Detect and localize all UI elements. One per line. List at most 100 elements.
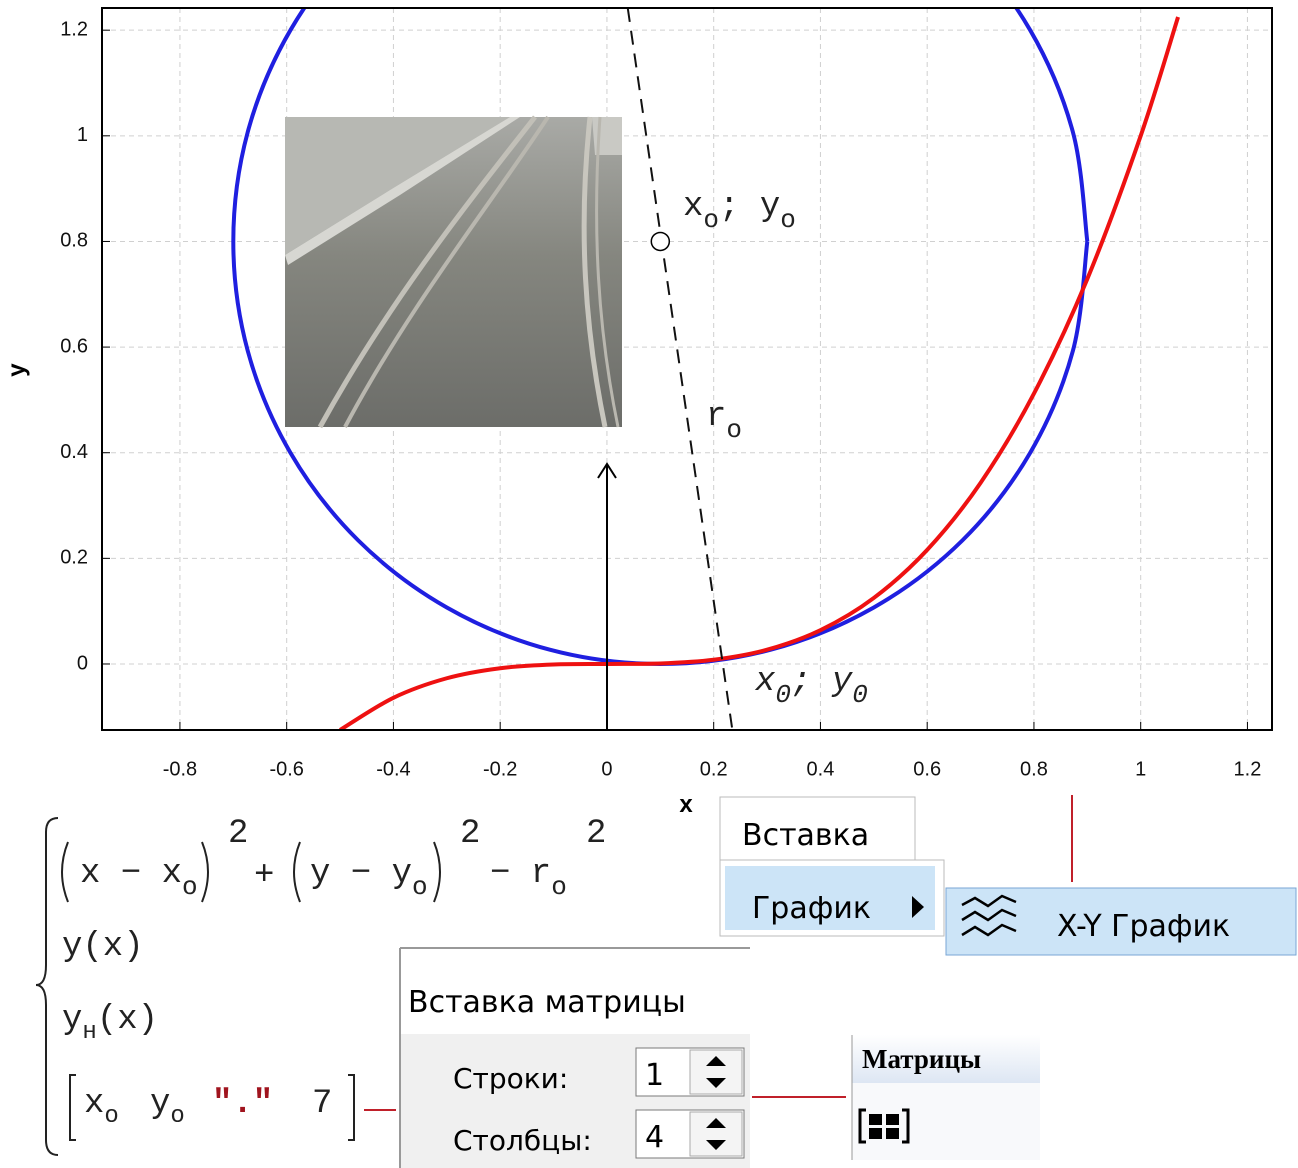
y-tick-label: 0.6: [60, 335, 88, 357]
x-axis-label: x: [679, 791, 693, 818]
photo-sidewalk: [285, 117, 510, 255]
eq-term: y: [62, 1001, 82, 1039]
annotation-subscript: o: [703, 205, 719, 235]
menu-graph-label: График: [752, 891, 871, 926]
eq-subscript: o: [104, 1103, 118, 1130]
curve: [339, 16, 1180, 730]
annotation-text: r: [706, 398, 726, 436]
curve: [231, 8, 1090, 666]
y-tick-label: 0.4: [60, 441, 88, 463]
x-tick-label: -0.4: [376, 758, 410, 780]
equation-4: xo yo "." 7: [84, 1085, 332, 1133]
x-tick-label: 0.8: [1020, 758, 1048, 780]
matrix-icon-cell: [869, 1114, 882, 1125]
annotation-text: ; y: [719, 188, 780, 226]
eq-term: x − x: [80, 855, 182, 893]
eq-subscript: o: [170, 1103, 184, 1130]
paren: [293, 841, 301, 903]
equations: x − xo 2 + y − yo 2 − ro 2 y(x) yн(x) xo…: [35, 815, 606, 1156]
submenu-arrow: [912, 896, 924, 918]
cols-value: 4: [645, 1120, 664, 1155]
eq-subscript: н: [82, 1019, 96, 1046]
annotation-text: x: [754, 663, 776, 701]
cols-label: Столбцы:: [453, 1124, 592, 1157]
y-tick-label: 0.2: [60, 547, 88, 569]
eq-term: 7: [312, 1085, 332, 1123]
system-brace: [35, 817, 59, 1156]
dialog-title: Вставка матрицы: [408, 985, 686, 1020]
eq-power: 2: [586, 815, 606, 853]
spinner-arrows: [706, 1118, 726, 1150]
eq-term: − r: [490, 855, 551, 893]
matrix-icon-cell: [869, 1128, 882, 1139]
eq-operator: +: [254, 857, 274, 895]
eq-power: 2: [228, 815, 248, 853]
bracket: [69, 1074, 76, 1141]
equation-2: y(x): [62, 928, 144, 966]
spinner-arrows: [706, 1056, 726, 1088]
x-tick-label: 0.6: [913, 758, 941, 780]
menu-graph[interactable]: [725, 866, 935, 930]
y-axis-label: y: [3, 363, 30, 377]
x-tick-label: -0.6: [269, 758, 303, 780]
rows-value: 1: [645, 1058, 664, 1093]
dialog: Вставка матрицы Строки: 1 Столбцы: 4: [399, 947, 846, 1168]
point: [650, 231, 671, 252]
plot: x y -0.8 -0.6 -0.4 -0.2 0 0.2 0.4 0.6 0.8 1 1.2 0 0.…: [3, 7, 1273, 818]
eq-term: x: [84, 1085, 104, 1123]
x-tick-label: 1.2: [1234, 758, 1262, 780]
xy-graph-icon: [961, 894, 1017, 937]
paren: [61, 841, 69, 903]
plot-frame: [101, 7, 1273, 731]
x-tick-label: -0.8: [163, 758, 197, 780]
curves: [231, 8, 1180, 730]
y-tick-label: 0: [77, 652, 88, 674]
annotation-subscript: o: [780, 205, 796, 235]
y-tick-label: 1: [77, 124, 88, 146]
menu: Вставка График X-Y График: [719, 795, 1297, 956]
menu-xy-graph[interactable]: [945, 887, 1297, 956]
arrow-head: [597, 462, 617, 479]
equation-3: yн(x): [62, 1001, 158, 1046]
annotation: ro: [706, 398, 742, 445]
rows-label: Строки:: [453, 1062, 568, 1095]
y-tick-label: 1.2: [60, 18, 88, 40]
menu-insert-label: Вставка: [742, 818, 869, 853]
toolbar-title: Матрицы: [862, 1044, 981, 1074]
annotation-text: ; y: [791, 663, 854, 701]
equation-1: x − xo 2 + y − yo 2 − ro 2: [80, 815, 606, 905]
photo-rail: [581, 116, 608, 428]
annotation: xo; yo: [683, 188, 796, 235]
eq-string: ".": [212, 1085, 273, 1123]
matrix-icon-bracket: [858, 1108, 910, 1144]
photo-patch: [592, 117, 622, 155]
x-tick-label: 0.2: [700, 758, 728, 780]
x-tick-label: -0.2: [483, 758, 517, 780]
paren: [201, 841, 209, 903]
eq-subscript: o: [551, 872, 567, 902]
eq-term: y − y: [310, 855, 412, 893]
matrix-icon-cell: [886, 1114, 899, 1125]
photo-rail: [317, 115, 537, 429]
annotation-subscript: o: [726, 415, 742, 445]
x-tick-label: 0.4: [807, 758, 835, 780]
menu-insert[interactable]: [719, 796, 916, 861]
menu-xy-graph-label: X-Y График: [1057, 909, 1230, 944]
toolbar-header: [852, 1035, 1040, 1083]
annotation-subscript: 0: [775, 680, 791, 710]
annotation-subscript: 0: [852, 680, 868, 710]
annotation: x0; y0: [754, 663, 868, 710]
curve: [626, 8, 734, 730]
bracket: [348, 1074, 355, 1141]
dialog-header: [400, 948, 750, 1034]
eq-term: (x): [97, 1001, 158, 1039]
photo: [285, 115, 622, 429]
eq-term: y: [150, 1085, 170, 1123]
paren: [433, 841, 441, 903]
eq-subscript: o: [182, 872, 198, 902]
photo-rail: [595, 116, 620, 428]
matrix-button[interactable]: [858, 1108, 910, 1144]
eq-subscript: o: [412, 872, 428, 902]
photo-rail: [343, 115, 550, 428]
